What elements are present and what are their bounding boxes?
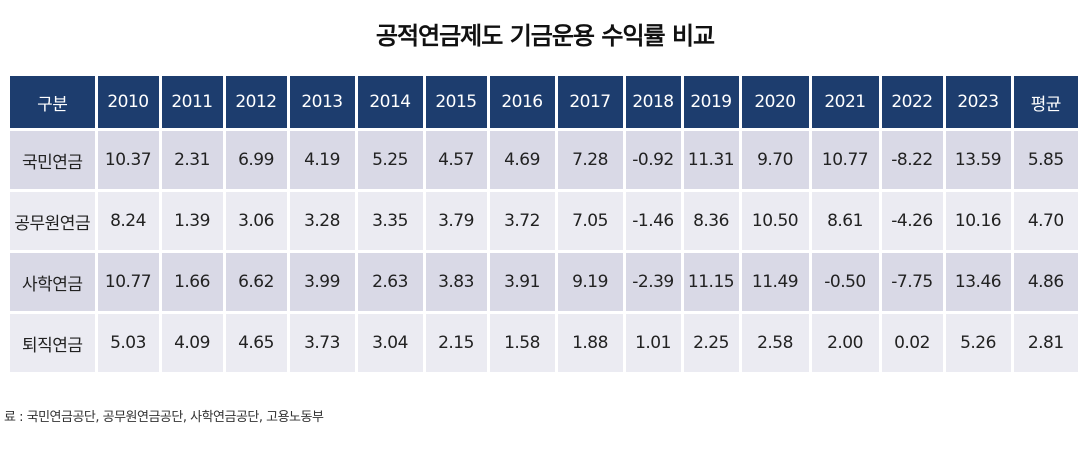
table-cell: 10.16 xyxy=(944,189,1014,252)
table-cell: 9.70 xyxy=(740,128,812,191)
header-cell: 2019 xyxy=(682,76,742,130)
table-cell: 2.25 xyxy=(682,311,742,372)
header-cell: 2015 xyxy=(424,76,490,130)
table-cell: 3.79 xyxy=(424,189,490,252)
page-title: 공적연금제도 기금운용 수익률 비교 xyxy=(375,22,715,50)
table-cell: 9.19 xyxy=(556,250,626,313)
table-cell: 11.31 xyxy=(682,128,742,191)
row-label-cell: 공무원연금 xyxy=(10,189,98,252)
table-cell: -1.46 xyxy=(624,189,684,252)
header-cell: 2020 xyxy=(740,76,812,130)
table-cell: 5.25 xyxy=(356,128,426,191)
table-cell: -0.92 xyxy=(624,128,684,191)
table-cell: 4.09 xyxy=(160,311,226,372)
table-cell: 1.88 xyxy=(556,311,626,372)
table-cell: -0.50 xyxy=(810,250,882,313)
table-cell: 3.83 xyxy=(424,250,490,313)
table-cell: 3.04 xyxy=(356,311,426,372)
table-cell: 8.24 xyxy=(96,189,162,252)
table-cell: 10.77 xyxy=(810,128,882,191)
header-cell: 2021 xyxy=(810,76,882,130)
table-cell: 7.05 xyxy=(556,189,626,252)
header-cell: 2018 xyxy=(624,76,684,130)
table-cell: 1.39 xyxy=(160,189,226,252)
table-cell: 11.15 xyxy=(682,250,742,313)
header-cell: 평균 xyxy=(1012,76,1078,130)
header-cell: 2016 xyxy=(488,76,558,130)
table-cell: 6.99 xyxy=(224,128,290,191)
table-cell: 1.01 xyxy=(624,311,684,372)
table-cell: 5.26 xyxy=(944,311,1014,372)
table-cell: 2.31 xyxy=(160,128,226,191)
source-note: 료 : 국민연금공단, 공무원연금공단, 사학연금공단, 고용노동부 xyxy=(4,410,324,425)
table-cell: 4.57 xyxy=(424,128,490,191)
header-cell: 2013 xyxy=(288,76,358,130)
table-row: 국민연금 10.37 2.31 6.99 4.19 5.25 4.57 4.69… xyxy=(10,128,1078,191)
table-cell: 8.36 xyxy=(682,189,742,252)
table-cell: 10.37 xyxy=(96,128,162,191)
table-cell: 1.58 xyxy=(488,311,558,372)
row-label-cell: 국민연금 xyxy=(10,128,98,191)
table-cell: 2.81 xyxy=(1012,311,1078,372)
table-cell: -4.26 xyxy=(880,189,946,252)
table-cell: -8.22 xyxy=(880,128,946,191)
table-cell: 3.99 xyxy=(288,250,358,313)
table-cell: 3.35 xyxy=(356,189,426,252)
table-cell: 4.86 xyxy=(1012,250,1078,313)
header-cell: 2012 xyxy=(224,76,290,130)
table-cell: 0.02 xyxy=(880,311,946,372)
header-cell: 구분 xyxy=(10,76,98,130)
row-label-cell: 사학연금 xyxy=(10,250,98,313)
table-cell: 11.49 xyxy=(740,250,812,313)
header-cell: 2011 xyxy=(160,76,226,130)
table-cell: 6.62 xyxy=(224,250,290,313)
table-cell: 5.03 xyxy=(96,311,162,372)
table-cell: 4.69 xyxy=(488,128,558,191)
table-cell: 2.63 xyxy=(356,250,426,313)
header-cell: 2010 xyxy=(96,76,162,130)
table-cell: 1.66 xyxy=(160,250,226,313)
row-label-cell: 퇴직연금 xyxy=(10,311,98,372)
header-cell: 2023 xyxy=(944,76,1014,130)
table-cell: 2.15 xyxy=(424,311,490,372)
header-cell: 2017 xyxy=(556,76,626,130)
table-cell: 3.91 xyxy=(488,250,558,313)
table-header-row: 구분 2010 2011 2012 2013 2014 2015 2016 20… xyxy=(10,76,1078,130)
returns-table: 구분 2010 2011 2012 2013 2014 2015 2016 20… xyxy=(10,76,1078,372)
table-row: 퇴직연금 5.03 4.09 4.65 3.73 3.04 2.15 1.58 … xyxy=(10,311,1078,372)
header-cell: 2014 xyxy=(356,76,426,130)
table-cell: 10.50 xyxy=(740,189,812,252)
table-cell: 3.28 xyxy=(288,189,358,252)
table-cell: -7.75 xyxy=(880,250,946,313)
table-cell: 3.73 xyxy=(288,311,358,372)
table-cell: 3.06 xyxy=(224,189,290,252)
table-cell: 4.19 xyxy=(288,128,358,191)
table-cell: 7.28 xyxy=(556,128,626,191)
table-cell: 2.00 xyxy=(810,311,882,372)
table-row: 사학연금 10.77 1.66 6.62 3.99 2.63 3.83 3.91… xyxy=(10,250,1078,313)
header-cell: 2022 xyxy=(880,76,946,130)
table-cell: 4.65 xyxy=(224,311,290,372)
table-cell: 3.72 xyxy=(488,189,558,252)
table-cell: 5.85 xyxy=(1012,128,1078,191)
table-row: 공무원연금 8.24 1.39 3.06 3.28 3.35 3.79 3.72… xyxy=(10,189,1078,252)
table-cell: 10.77 xyxy=(96,250,162,313)
table-cell: 2.58 xyxy=(740,311,812,372)
table-cell: 13.59 xyxy=(944,128,1014,191)
table-cell: 8.61 xyxy=(810,189,882,252)
table-cell: -2.39 xyxy=(624,250,684,313)
table-cell: 4.70 xyxy=(1012,189,1078,252)
table-cell: 13.46 xyxy=(944,250,1014,313)
